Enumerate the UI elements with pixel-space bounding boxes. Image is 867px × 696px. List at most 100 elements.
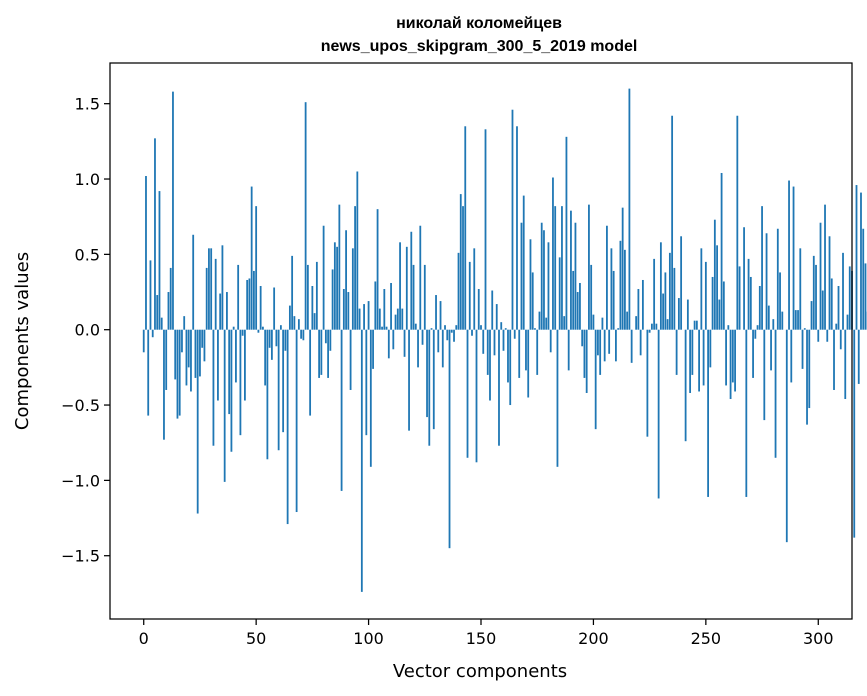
bar-179 — [545, 317, 548, 330]
bar-3 — [149, 260, 152, 330]
bar-36 — [223, 329, 226, 482]
bar-75 — [311, 286, 314, 330]
bar-89 — [342, 289, 345, 330]
bar-260 — [727, 325, 730, 330]
bar-68 — [295, 329, 298, 513]
bar-63 — [284, 329, 287, 351]
bar-67 — [293, 316, 296, 330]
bar-186 — [561, 206, 563, 330]
bar-70 — [300, 329, 303, 339]
bar-312 — [844, 329, 847, 400]
bar-209 — [612, 270, 615, 330]
bar-118 — [408, 329, 410, 431]
bar-247 — [698, 329, 700, 392]
bar-288 — [790, 329, 793, 383]
bar-317 — [855, 185, 858, 330]
bar-57 — [270, 329, 273, 360]
bar-117 — [405, 246, 408, 330]
bar-16 — [178, 329, 181, 416]
bar-292 — [799, 248, 802, 330]
bar-182 — [552, 177, 554, 330]
bar-241 — [684, 329, 687, 442]
bar-162 — [507, 329, 509, 383]
bar-140 — [457, 252, 460, 330]
bar-83 — [329, 329, 332, 351]
bar-96 — [358, 308, 361, 330]
bar-100 — [367, 301, 370, 330]
bar-61 — [279, 325, 282, 330]
bar-109 — [387, 329, 390, 359]
bar-180 — [547, 242, 550, 330]
bar-176 — [538, 311, 541, 330]
bar-151 — [482, 329, 485, 354]
bar-213 — [621, 207, 624, 330]
bar-102 — [372, 329, 374, 369]
bar-9 — [163, 329, 165, 440]
x-tick-label: 250 — [691, 629, 722, 648]
bar-87 — [338, 204, 341, 330]
bar-164 — [511, 109, 514, 330]
bar-80 — [322, 225, 325, 330]
bar-231 — [662, 293, 665, 330]
bar-302 — [821, 290, 824, 330]
bar-22 — [192, 234, 195, 330]
bar-98 — [363, 304, 365, 330]
bar-249 — [702, 329, 705, 386]
bar-259 — [725, 329, 727, 386]
bar-147 — [473, 248, 476, 330]
bar-251 — [707, 329, 709, 497]
bar-198 — [588, 204, 590, 330]
bar-65 — [288, 305, 291, 330]
bar-145 — [468, 261, 471, 330]
bar-297 — [810, 301, 813, 330]
bar-132 — [439, 301, 442, 330]
bar-262 — [731, 329, 734, 383]
bar-301 — [819, 222, 822, 330]
bar-172 — [529, 239, 532, 330]
bar-217 — [630, 329, 633, 363]
bar-244 — [691, 329, 694, 375]
bar-225 — [648, 329, 651, 333]
bar-228 — [655, 323, 658, 330]
bar-94 — [354, 206, 356, 330]
bar-53 — [262, 326, 264, 330]
bar-307 — [833, 329, 835, 390]
bar-239 — [680, 236, 683, 330]
bar-304 — [826, 329, 829, 342]
bar-293 — [801, 329, 804, 369]
bar-85 — [333, 242, 336, 330]
bar-0 — [142, 329, 145, 353]
bar-308 — [835, 323, 838, 330]
bar-258 — [722, 281, 725, 330]
bar-41 — [235, 329, 237, 383]
bar-95 — [356, 171, 359, 330]
bar-236 — [673, 267, 676, 330]
bar-274 — [758, 286, 761, 330]
bar-229 — [657, 329, 660, 499]
y-tick-label: 0.5 — [75, 245, 100, 264]
bar-35 — [221, 245, 224, 330]
chart-title-line1: николай коломейцев — [396, 15, 562, 32]
bar-187 — [563, 316, 566, 330]
bar-261 — [729, 329, 732, 400]
bar-210 — [615, 329, 617, 362]
bar-30 — [210, 248, 213, 330]
bar-148 — [475, 329, 478, 463]
bar-238 — [677, 298, 680, 330]
bar-79 — [320, 329, 323, 375]
bar-227 — [653, 258, 656, 330]
bar-189 — [567, 329, 570, 371]
bar-280 — [772, 319, 775, 330]
bar-144 — [466, 329, 469, 458]
bar-6 — [156, 295, 159, 330]
bar-234 — [668, 252, 671, 330]
bar-165 — [513, 329, 516, 339]
bar-159 — [500, 322, 503, 330]
bar-278 — [767, 305, 770, 330]
bar-142 — [462, 206, 464, 330]
bar-40 — [232, 326, 235, 330]
bar-222 — [641, 279, 644, 330]
bar-113 — [396, 308, 399, 330]
x-tick-label: 50 — [246, 629, 266, 648]
bar-275 — [761, 206, 763, 330]
